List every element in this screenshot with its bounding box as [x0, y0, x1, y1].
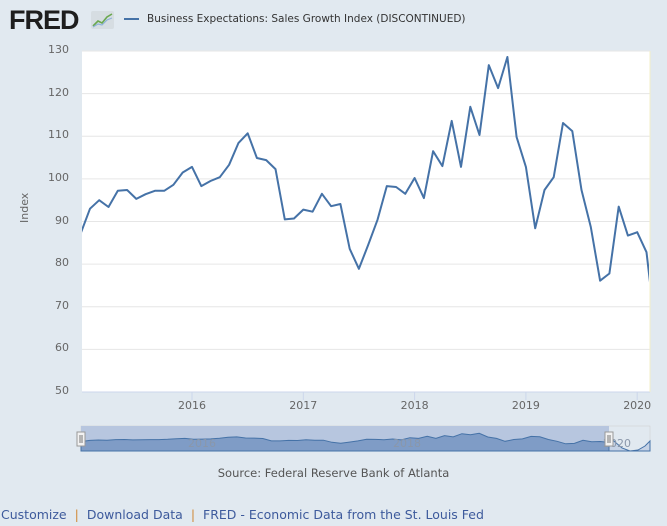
y-tick-label: 70 [55, 298, 69, 312]
navigator-area [80, 432, 610, 452]
footer-links: Customize | Download Data | FRED - Economic … [1, 507, 484, 522]
separator: | [74, 507, 79, 522]
y-tick-label: 60 [55, 341, 69, 355]
legend-swatch [124, 18, 139, 20]
customize-link[interactable]: Customize [1, 507, 67, 522]
y-tick-label: 90 [55, 213, 69, 227]
x-tick-label: 2016 [178, 399, 206, 412]
line-chart: 2016 2018 2020 [76, 50, 656, 452]
fred-home-link[interactable]: FRED - Economic Data from the St. Louis … [203, 507, 484, 522]
y-tick-label: 80 [55, 256, 69, 270]
y-tick-label: 100 [48, 170, 69, 184]
source-note: Source: Federal Reserve Bank of Atlanta [217, 466, 450, 480]
x-tick-label: 2017 [289, 399, 318, 412]
y-tick-label: 120 [48, 85, 69, 99]
separator: | [190, 507, 196, 522]
legend-label: Business Expectations: Sales Growth Inde… [147, 13, 466, 25]
navigator[interactable]: 2016 2018 2020 [76, 425, 651, 452]
y-tick-label: 50 [55, 384, 69, 397]
x-tick-label: 2020 [623, 399, 652, 412]
download-data-link[interactable]: Download Data [86, 507, 183, 522]
chart-line-icon [91, 11, 114, 29]
x-tick-label: 2018 [400, 399, 429, 412]
y-tick-label: 130 [48, 43, 69, 56]
navigator-handle-right[interactable] [604, 431, 614, 447]
navigator-handle-left[interactable] [76, 431, 86, 447]
navigator-label: 2018 [393, 437, 421, 450]
y-tick-label: 110 [48, 128, 69, 142]
chart-header: FRED Business Expectations: Sales Growth… [0, 0, 667, 40]
fred-logo[interactable]: FRED [9, 5, 79, 35]
x-tick-label: 2019 [511, 399, 540, 412]
navigator-label: 2016 [188, 437, 216, 450]
series-line[interactable] [81, 56, 656, 332]
legend-item[interactable]: Business Expectations: Sales Growth Inde… [124, 13, 466, 25]
